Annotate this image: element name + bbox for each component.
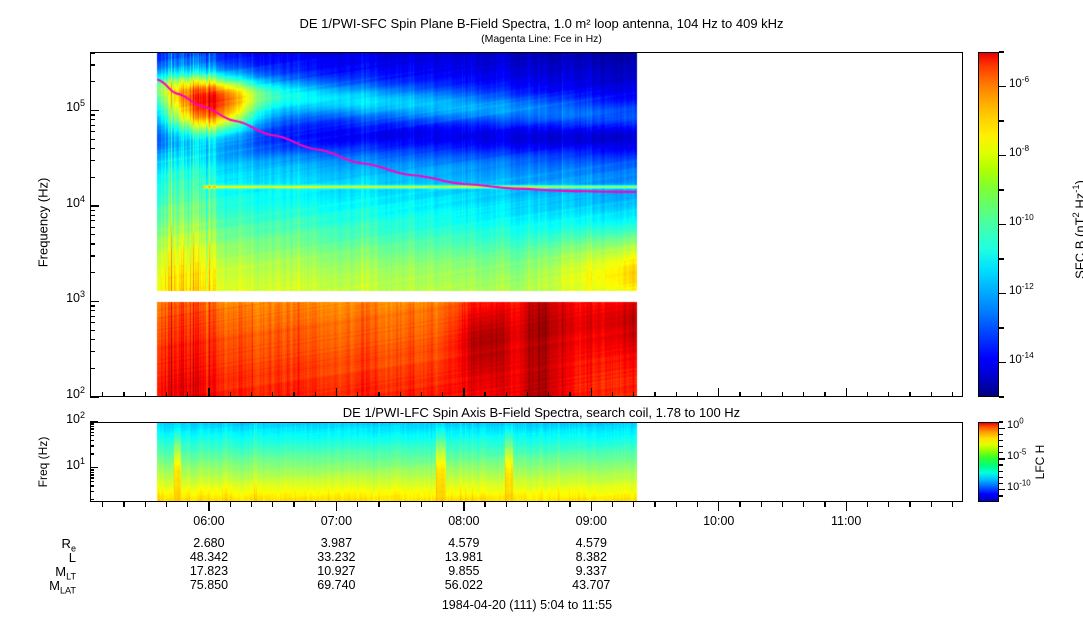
ephemeris-row-label: Re bbox=[61, 536, 76, 554]
sfc-panel-subtitle: (Magenta Line: Fce in Hz) bbox=[481, 33, 602, 45]
ephemeris-value: 17.823 bbox=[189, 564, 229, 578]
ephemeris-value: 48.342 bbox=[189, 550, 229, 564]
ephemeris-value: 10.927 bbox=[317, 564, 356, 578]
sfc-panel-title: DE 1/PWI-SFC Spin Plane B-Field Spectra,… bbox=[299, 16, 784, 31]
ephemeris-value: 69.740 bbox=[317, 578, 356, 592]
ephemeris-value: 13.981 bbox=[444, 550, 483, 564]
lfc-colorbar bbox=[978, 422, 999, 502]
ephemeris-value: 8.382 bbox=[575, 550, 607, 564]
ephemeris-row-label: L bbox=[68, 550, 76, 565]
ephemeris-value: 2.680 bbox=[193, 536, 225, 550]
lfc-spectrogram-canvas bbox=[91, 423, 962, 501]
ephemeris-value: 43.707 bbox=[572, 578, 611, 592]
ephemeris-value: 4.579 bbox=[448, 536, 480, 550]
ephemeris-value: 33.232 bbox=[317, 550, 356, 564]
ephemeris-value: 9.855 bbox=[448, 564, 480, 578]
ephemeris-value: 9.337 bbox=[575, 564, 607, 578]
lfc-panel-title: DE 1/PWI-LFC Spin Axis B-Field Spectra, … bbox=[342, 405, 741, 420]
ephemeris-value: 4.579 bbox=[575, 536, 607, 550]
ephemeris-value: 3.987 bbox=[320, 536, 353, 550]
sfc-spectrogram-canvas bbox=[91, 53, 962, 396]
ephemeris-row-label: MLT bbox=[55, 564, 76, 582]
ephemeris-row-label: MLAT bbox=[49, 578, 76, 596]
ephemeris-value: 75.850 bbox=[189, 578, 229, 592]
ephemeris-value: 56.022 bbox=[444, 578, 483, 592]
sfc-colorbar bbox=[978, 52, 999, 397]
date-range-label: 1984-04-20 (111) 5:04 to 11:55 bbox=[441, 598, 613, 612]
